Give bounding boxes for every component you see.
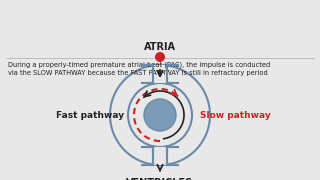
Circle shape bbox=[155, 52, 165, 62]
Text: Fast pathway: Fast pathway bbox=[56, 111, 124, 120]
Circle shape bbox=[144, 99, 176, 131]
Bar bbox=[153, 65, 167, 83]
Text: Slow pathway: Slow pathway bbox=[200, 111, 270, 120]
Text: ATRIA: ATRIA bbox=[144, 42, 176, 52]
Text: VENTRICLES: VENTRICLES bbox=[126, 178, 194, 180]
Text: During a properly-timed premature atrial beat (PAC), the impulse is conducted
vi: During a properly-timed premature atrial… bbox=[8, 62, 270, 76]
Bar bbox=[153, 147, 167, 165]
